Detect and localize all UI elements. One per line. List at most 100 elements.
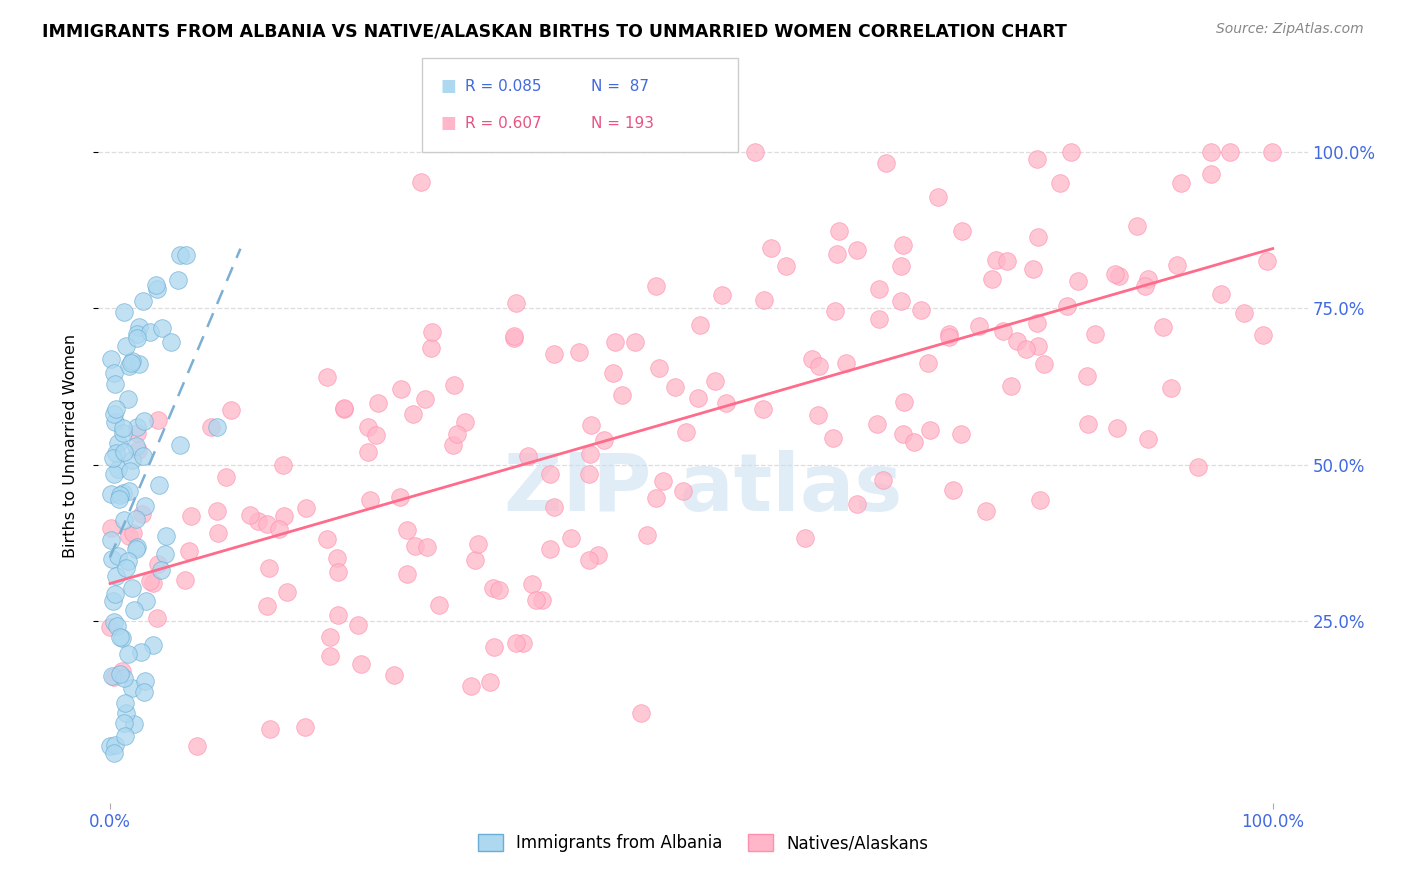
Point	[807, 409, 830, 423]
Point	[127, 326, 149, 341]
Point	[605, 334, 627, 349]
Point	[845, 244, 868, 258]
Point	[259, 723, 281, 737]
Point	[100, 533, 122, 547]
Point	[118, 464, 141, 478]
Point	[357, 419, 380, 434]
Text: ■: ■	[440, 114, 456, 132]
Point	[104, 569, 127, 583]
Point	[868, 282, 890, 296]
Point	[578, 467, 600, 481]
Point	[502, 329, 524, 343]
Point	[1166, 258, 1188, 272]
Point	[117, 554, 139, 568]
Point	[127, 443, 149, 458]
Point	[256, 599, 278, 613]
Point	[146, 611, 169, 625]
Point	[579, 418, 602, 433]
Point	[112, 513, 135, 527]
Point	[910, 302, 932, 317]
Point	[637, 528, 659, 542]
Point	[538, 467, 561, 481]
Point	[142, 638, 165, 652]
Point	[752, 402, 775, 417]
Point	[1033, 357, 1056, 371]
Point	[1015, 342, 1038, 356]
Point	[775, 259, 797, 273]
Point	[710, 287, 733, 301]
Point	[1060, 145, 1083, 159]
Point	[132, 293, 155, 308]
Point	[512, 635, 534, 649]
Point	[367, 396, 389, 410]
Point	[103, 467, 125, 482]
Point	[502, 331, 524, 345]
Point	[1233, 306, 1256, 320]
Point	[167, 273, 190, 287]
Point	[122, 717, 145, 731]
Point	[1029, 493, 1052, 508]
Point	[256, 517, 278, 532]
Point	[1160, 381, 1182, 395]
Point	[890, 260, 912, 274]
Point	[1022, 262, 1045, 277]
Point	[1199, 167, 1222, 181]
Point	[479, 674, 502, 689]
Point	[104, 738, 127, 752]
Point	[984, 252, 1007, 267]
Point	[112, 444, 135, 458]
Point	[125, 541, 148, 556]
Point	[364, 428, 387, 442]
Point	[107, 549, 129, 563]
Point	[568, 345, 591, 359]
Point	[647, 360, 669, 375]
Point	[1133, 278, 1156, 293]
Point	[316, 533, 339, 547]
Point	[516, 450, 538, 464]
Point	[828, 224, 851, 238]
Point	[101, 669, 124, 683]
Point	[132, 450, 155, 464]
Point	[207, 525, 229, 540]
Point	[111, 665, 134, 679]
Point	[142, 576, 165, 591]
Text: N = 193: N = 193	[591, 116, 654, 131]
Point	[108, 488, 131, 502]
Y-axis label: Births to Unmarried Women: Births to Unmarried Women	[63, 334, 77, 558]
Point	[530, 593, 553, 607]
Point	[103, 615, 125, 630]
Point	[101, 450, 124, 465]
Point	[103, 594, 125, 608]
Point	[651, 474, 673, 488]
Point	[950, 224, 973, 238]
Text: R = 0.607: R = 0.607	[465, 116, 541, 131]
Point	[800, 352, 823, 367]
Point	[1084, 326, 1107, 341]
Point	[129, 644, 152, 658]
Point	[100, 521, 122, 535]
Point	[835, 356, 858, 370]
Point	[675, 425, 697, 439]
Point	[359, 493, 381, 508]
Point	[135, 594, 157, 608]
Point	[602, 366, 624, 380]
Point	[125, 512, 148, 526]
Point	[482, 581, 505, 595]
Point	[100, 487, 122, 501]
Point	[104, 415, 127, 429]
Point	[672, 483, 695, 498]
Point	[938, 326, 960, 341]
Point	[205, 504, 228, 518]
Point	[169, 438, 191, 452]
Point	[578, 552, 600, 566]
Point	[128, 320, 150, 334]
Point	[118, 483, 141, 498]
Point	[155, 528, 177, 542]
Point	[128, 357, 150, 371]
Point	[205, 420, 228, 434]
Point	[118, 529, 141, 543]
Point	[446, 427, 468, 442]
Point	[704, 374, 727, 388]
Point	[160, 334, 183, 349]
Point	[427, 598, 450, 612]
